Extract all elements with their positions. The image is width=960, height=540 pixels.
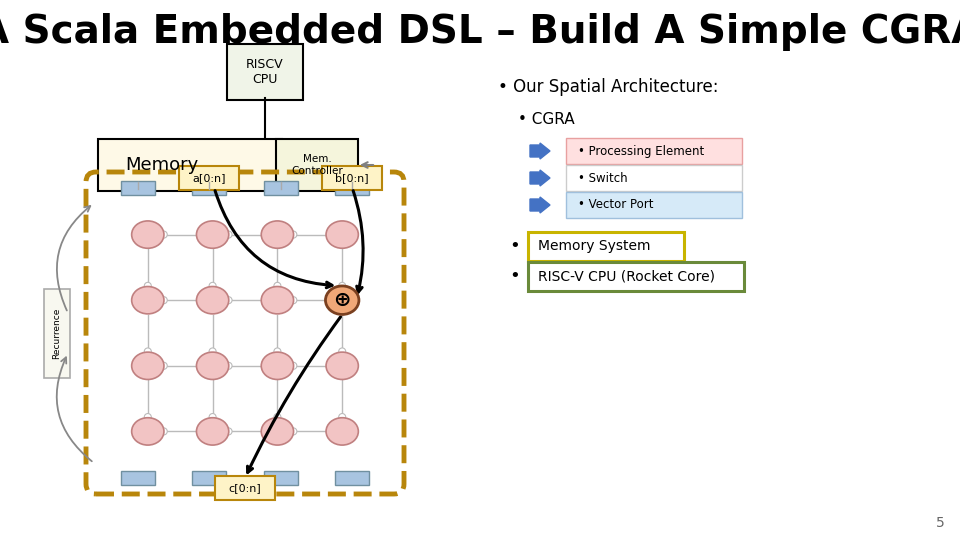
Ellipse shape <box>197 287 228 314</box>
Text: Recurrence: Recurrence <box>53 307 61 359</box>
Ellipse shape <box>197 221 228 248</box>
FancyArrow shape <box>530 197 550 213</box>
Ellipse shape <box>132 287 164 314</box>
FancyBboxPatch shape <box>121 181 155 195</box>
Ellipse shape <box>261 418 294 445</box>
FancyBboxPatch shape <box>528 262 744 291</box>
Circle shape <box>209 348 216 355</box>
Text: ⊕: ⊕ <box>333 290 351 310</box>
Text: c[0:n]: c[0:n] <box>228 483 261 493</box>
Circle shape <box>144 282 152 289</box>
FancyBboxPatch shape <box>528 232 684 261</box>
Text: RISCV
CPU: RISCV CPU <box>246 58 284 86</box>
FancyBboxPatch shape <box>180 166 239 190</box>
Circle shape <box>225 428 232 435</box>
Text: •: • <box>510 267 520 285</box>
FancyBboxPatch shape <box>44 288 70 377</box>
Circle shape <box>209 282 216 289</box>
Circle shape <box>274 414 281 421</box>
FancyArrow shape <box>530 170 550 186</box>
Text: b[0:n]: b[0:n] <box>335 173 369 183</box>
Ellipse shape <box>132 352 164 380</box>
Circle shape <box>339 414 346 421</box>
Ellipse shape <box>261 221 294 248</box>
FancyArrow shape <box>530 143 550 159</box>
Circle shape <box>225 296 232 303</box>
Circle shape <box>290 231 297 238</box>
FancyBboxPatch shape <box>264 181 298 195</box>
Ellipse shape <box>197 418 228 445</box>
Text: • Our Spatial Architecture:: • Our Spatial Architecture: <box>498 78 718 96</box>
FancyBboxPatch shape <box>192 181 227 195</box>
Text: • Switch: • Switch <box>578 172 628 185</box>
Ellipse shape <box>325 286 359 314</box>
FancyBboxPatch shape <box>566 192 742 218</box>
Circle shape <box>144 348 152 355</box>
FancyBboxPatch shape <box>335 181 370 195</box>
FancyBboxPatch shape <box>98 139 282 191</box>
Circle shape <box>160 362 167 369</box>
Circle shape <box>160 296 167 303</box>
Text: 5: 5 <box>936 516 945 530</box>
Ellipse shape <box>132 221 164 248</box>
FancyBboxPatch shape <box>192 471 227 485</box>
Text: a[0:n]: a[0:n] <box>193 173 226 183</box>
Circle shape <box>290 362 297 369</box>
FancyBboxPatch shape <box>121 471 155 485</box>
FancyBboxPatch shape <box>227 44 303 100</box>
Circle shape <box>225 231 232 238</box>
Text: Memory System: Memory System <box>538 239 651 253</box>
Text: •: • <box>510 237 520 255</box>
FancyBboxPatch shape <box>276 139 358 191</box>
FancyBboxPatch shape <box>566 138 742 164</box>
FancyBboxPatch shape <box>335 471 370 485</box>
Ellipse shape <box>326 352 358 380</box>
Text: Mem.
Controller: Mem. Controller <box>291 154 343 176</box>
Ellipse shape <box>197 352 228 380</box>
Circle shape <box>144 414 152 421</box>
Text: Memory: Memory <box>126 156 199 174</box>
Circle shape <box>290 428 297 435</box>
Circle shape <box>290 296 297 303</box>
Circle shape <box>339 282 346 289</box>
Ellipse shape <box>261 352 294 380</box>
FancyBboxPatch shape <box>323 166 382 190</box>
Circle shape <box>160 428 167 435</box>
FancyBboxPatch shape <box>264 471 298 485</box>
Circle shape <box>274 282 281 289</box>
Ellipse shape <box>326 287 358 314</box>
Ellipse shape <box>326 221 358 248</box>
Circle shape <box>160 231 167 238</box>
Ellipse shape <box>326 418 358 445</box>
Ellipse shape <box>132 418 164 445</box>
Circle shape <box>225 362 232 369</box>
Text: • Processing Element: • Processing Element <box>578 145 705 158</box>
Circle shape <box>274 348 281 355</box>
Text: RISC-V CPU (Rocket Core): RISC-V CPU (Rocket Core) <box>538 269 715 283</box>
Circle shape <box>339 348 346 355</box>
Text: • CGRA: • CGRA <box>518 112 575 127</box>
Text: • Vector Port: • Vector Port <box>578 199 654 212</box>
FancyBboxPatch shape <box>566 165 742 191</box>
Ellipse shape <box>261 287 294 314</box>
FancyBboxPatch shape <box>215 476 275 500</box>
Circle shape <box>209 414 216 421</box>
Text: A Scala Embedded DSL – Build A Simple CGRA: A Scala Embedded DSL – Build A Simple CG… <box>0 13 960 51</box>
